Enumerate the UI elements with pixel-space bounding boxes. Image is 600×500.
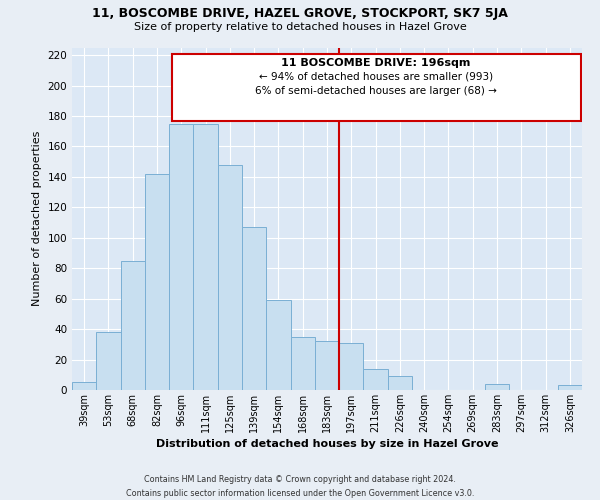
Bar (315, 342, 339, 390)
Bar (339, 343, 364, 390)
Bar (364, 368, 388, 390)
Bar (485, 384, 509, 390)
Bar (388, 376, 412, 390)
Bar (558, 386, 582, 390)
Text: 11 BOSCOMBE DRIVE: 196sqm: 11 BOSCOMBE DRIVE: 196sqm (281, 58, 471, 68)
Text: ← 94% of detached houses are smaller (993): ← 94% of detached houses are smaller (99… (259, 72, 493, 82)
Bar (218, 164, 242, 390)
Bar (172, 54, 581, 120)
Text: 11, BOSCOMBE DRIVE, HAZEL GROVE, STOCKPORT, SK7 5JA: 11, BOSCOMBE DRIVE, HAZEL GROVE, STOCKPO… (92, 8, 508, 20)
Bar (242, 227, 266, 390)
Bar (169, 124, 193, 390)
Bar (193, 124, 218, 390)
Bar (96, 332, 121, 390)
Bar (72, 382, 96, 390)
Y-axis label: Number of detached properties: Number of detached properties (32, 131, 42, 306)
X-axis label: Distribution of detached houses by size in Hazel Grove: Distribution of detached houses by size … (156, 439, 498, 449)
Bar (290, 336, 315, 390)
Bar (145, 174, 169, 390)
Text: 6% of semi-detached houses are larger (68) →: 6% of semi-detached houses are larger (6… (255, 86, 497, 96)
Bar (266, 300, 290, 390)
Bar (121, 260, 145, 390)
Text: Contains HM Land Registry data © Crown copyright and database right 2024.
Contai: Contains HM Land Registry data © Crown c… (126, 476, 474, 498)
Text: Size of property relative to detached houses in Hazel Grove: Size of property relative to detached ho… (134, 22, 466, 32)
